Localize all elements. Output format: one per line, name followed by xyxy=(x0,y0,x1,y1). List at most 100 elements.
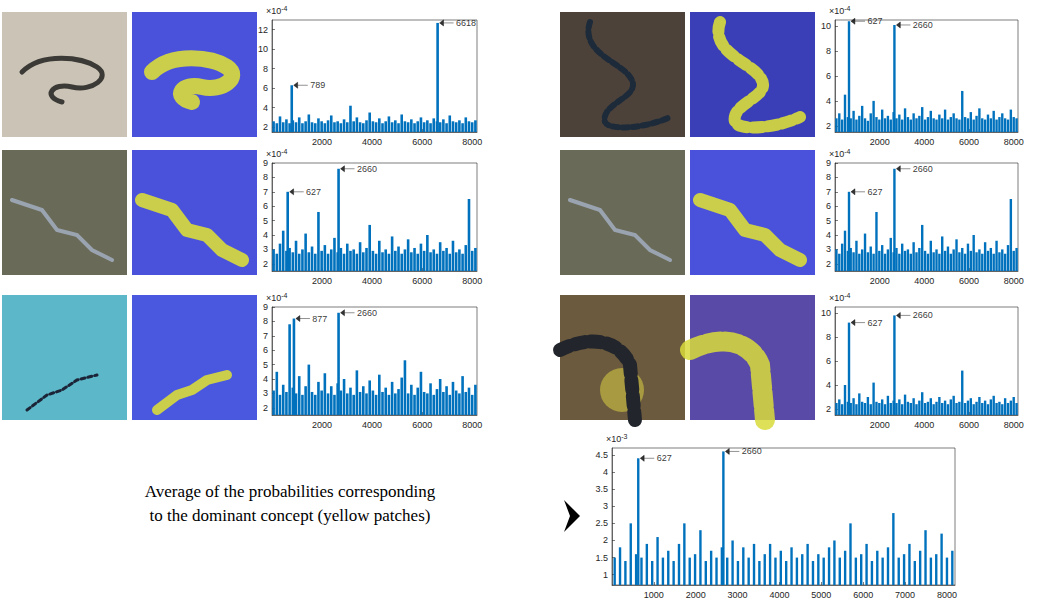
svg-text:4: 4 xyxy=(263,374,268,384)
svg-text:877: 877 xyxy=(312,314,327,324)
svg-text:7: 7 xyxy=(263,331,268,341)
svg-text:9: 9 xyxy=(826,158,831,168)
svg-text:5: 5 xyxy=(263,360,268,370)
svg-text:2000: 2000 xyxy=(686,590,706,600)
svg-text:5: 5 xyxy=(263,216,268,226)
svg-text:3: 3 xyxy=(263,244,268,254)
svg-text:627: 627 xyxy=(867,318,882,328)
svg-text:9: 9 xyxy=(263,158,268,168)
svg-text:8: 8 xyxy=(826,46,831,56)
svg-text:8000: 8000 xyxy=(462,137,482,147)
svg-text:-4: -4 xyxy=(281,148,287,155)
svg-text:8: 8 xyxy=(263,172,268,182)
svg-text:6000: 6000 xyxy=(959,420,979,430)
svg-text:4000: 4000 xyxy=(362,137,382,147)
svg-text:6000: 6000 xyxy=(412,137,432,147)
svg-text:7: 7 xyxy=(826,187,831,197)
svg-text:-4: -4 xyxy=(844,148,850,155)
svg-text:4000: 4000 xyxy=(914,420,934,430)
svg-text:2: 2 xyxy=(603,535,608,545)
svg-text:8: 8 xyxy=(263,64,268,74)
svg-text:5000: 5000 xyxy=(811,590,831,600)
svg-text:4000: 4000 xyxy=(914,137,934,147)
svg-text:×10: ×10 xyxy=(266,149,281,159)
svg-text:9: 9 xyxy=(263,302,268,312)
svg-text:6000: 6000 xyxy=(412,276,432,286)
svg-text:6000: 6000 xyxy=(853,590,873,600)
svg-text:2660: 2660 xyxy=(913,310,933,320)
svg-text:627: 627 xyxy=(306,187,321,197)
svg-text:2000: 2000 xyxy=(312,420,332,430)
svg-text:-4: -4 xyxy=(281,5,287,12)
svg-text:-4: -4 xyxy=(844,292,850,299)
svg-text:2: 2 xyxy=(826,404,831,414)
svg-text:6000: 6000 xyxy=(959,276,979,286)
svg-text:789: 789 xyxy=(310,80,325,90)
svg-text:10: 10 xyxy=(258,44,268,54)
svg-text:8: 8 xyxy=(263,316,268,326)
svg-text:2660: 2660 xyxy=(357,308,377,318)
svg-text:2: 2 xyxy=(263,122,268,132)
svg-text:8000: 8000 xyxy=(937,590,957,600)
svg-text:2.5: 2.5 xyxy=(595,518,608,528)
svg-text:8: 8 xyxy=(826,332,831,342)
svg-text:×10: ×10 xyxy=(829,293,844,303)
svg-text:2000: 2000 xyxy=(312,137,332,147)
svg-text:6618: 6618 xyxy=(456,18,476,28)
svg-text:8000: 8000 xyxy=(1004,276,1024,286)
svg-text:2660: 2660 xyxy=(913,20,933,30)
svg-text:8000: 8000 xyxy=(1004,420,1024,430)
svg-text:627: 627 xyxy=(657,453,672,463)
svg-text:3: 3 xyxy=(263,388,268,398)
svg-text:×10: ×10 xyxy=(606,434,621,444)
svg-text:2: 2 xyxy=(826,121,831,131)
svg-text:2000: 2000 xyxy=(312,276,332,286)
svg-text:6000: 6000 xyxy=(959,137,979,147)
svg-text:6: 6 xyxy=(263,201,268,211)
svg-text:6: 6 xyxy=(826,201,831,211)
svg-text:3.5: 3.5 xyxy=(595,484,608,494)
svg-text:3: 3 xyxy=(826,244,831,254)
svg-text:4000: 4000 xyxy=(362,420,382,430)
svg-text:5: 5 xyxy=(826,216,831,226)
svg-text:8000: 8000 xyxy=(1004,137,1024,147)
svg-text:6: 6 xyxy=(826,356,831,366)
svg-text:2: 2 xyxy=(263,403,268,413)
svg-text:4: 4 xyxy=(263,103,268,113)
svg-text:2: 2 xyxy=(263,259,268,269)
svg-text:-4: -4 xyxy=(844,5,850,12)
svg-text:7: 7 xyxy=(263,187,268,197)
svg-text:8: 8 xyxy=(826,172,831,182)
svg-text:1.5: 1.5 xyxy=(595,553,608,563)
svg-text:627: 627 xyxy=(867,187,882,197)
svg-text:2660: 2660 xyxy=(357,164,377,174)
svg-text:4000: 4000 xyxy=(362,276,382,286)
svg-text:4: 4 xyxy=(826,380,831,390)
svg-text:×10: ×10 xyxy=(829,149,844,159)
svg-text:1: 1 xyxy=(603,570,608,580)
svg-text:10: 10 xyxy=(821,21,831,31)
svg-text:2660: 2660 xyxy=(742,446,762,456)
svg-text:6: 6 xyxy=(826,71,831,81)
svg-text:8000: 8000 xyxy=(462,420,482,430)
svg-text:4.5: 4.5 xyxy=(595,450,608,460)
svg-text:1000: 1000 xyxy=(644,590,664,600)
svg-text:8000: 8000 xyxy=(462,276,482,286)
svg-text:2000: 2000 xyxy=(870,276,890,286)
svg-text:2660: 2660 xyxy=(913,164,933,174)
svg-text:6: 6 xyxy=(263,345,268,355)
svg-text:3: 3 xyxy=(603,501,608,511)
svg-text:-4: -4 xyxy=(281,292,287,299)
svg-text:2000: 2000 xyxy=(870,137,890,147)
svg-text:3000: 3000 xyxy=(728,590,748,600)
svg-text:6: 6 xyxy=(263,83,268,93)
svg-text:4: 4 xyxy=(826,230,831,240)
svg-text:×10: ×10 xyxy=(266,6,281,16)
svg-text:12: 12 xyxy=(258,25,268,35)
svg-text:6000: 6000 xyxy=(412,420,432,430)
svg-text:-3: -3 xyxy=(621,433,627,440)
svg-text:×10: ×10 xyxy=(266,293,281,303)
svg-text:10: 10 xyxy=(821,308,831,318)
svg-text:4: 4 xyxy=(263,230,268,240)
svg-text:627: 627 xyxy=(867,16,882,26)
